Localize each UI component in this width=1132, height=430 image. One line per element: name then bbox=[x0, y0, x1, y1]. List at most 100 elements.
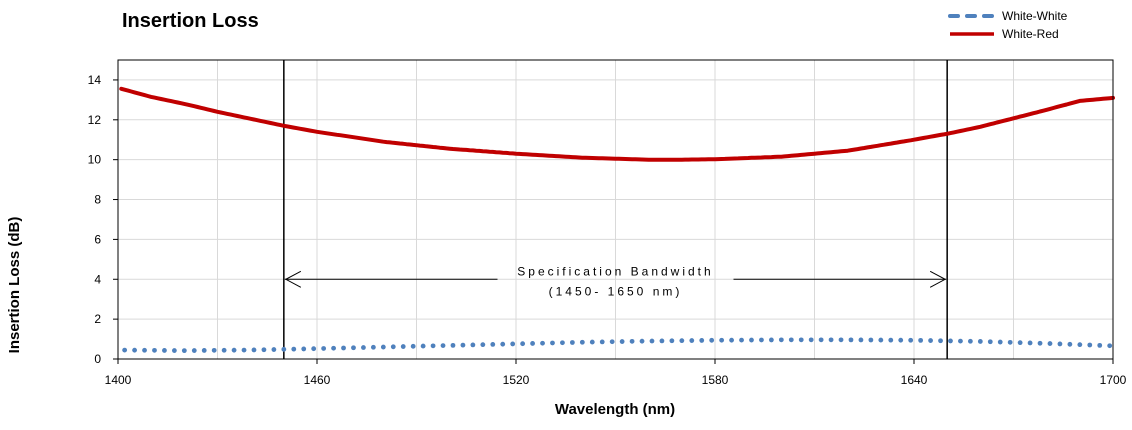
data-point bbox=[181, 348, 187, 354]
y-tick-label: 6 bbox=[94, 232, 101, 246]
legend-label-white-white: White-White bbox=[1002, 9, 1068, 23]
data-point bbox=[928, 338, 933, 343]
data-point bbox=[977, 339, 983, 344]
data-point bbox=[967, 338, 973, 344]
data-point bbox=[241, 347, 247, 353]
data-point bbox=[1017, 340, 1023, 346]
data-point bbox=[142, 347, 147, 353]
data-point bbox=[540, 340, 545, 346]
data-point bbox=[450, 342, 456, 348]
data-point bbox=[948, 338, 953, 344]
x-tick-label: 1460 bbox=[304, 373, 331, 387]
y-tick-label: 12 bbox=[88, 113, 102, 127]
data-point bbox=[380, 344, 386, 350]
data-point bbox=[271, 347, 277, 352]
data-point bbox=[1027, 340, 1033, 346]
y-tick-label: 8 bbox=[94, 193, 101, 207]
x-tick-label: 1520 bbox=[503, 373, 530, 387]
data-point bbox=[221, 347, 227, 353]
y-tick-label: 14 bbox=[88, 73, 102, 87]
data-point bbox=[171, 348, 177, 353]
data-point bbox=[390, 344, 396, 350]
y-axis-title: Insertion Loss (dB) bbox=[6, 217, 23, 354]
data-point bbox=[341, 345, 346, 351]
bandwidth-range-label: (1450- 1650 nm) bbox=[549, 284, 683, 298]
data-point bbox=[331, 345, 336, 351]
data-point bbox=[311, 346, 317, 352]
data-point bbox=[301, 346, 307, 352]
data-point bbox=[410, 343, 416, 349]
data-point bbox=[719, 337, 725, 343]
data-point bbox=[788, 337, 794, 343]
data-point bbox=[291, 346, 297, 352]
grid bbox=[118, 60, 1113, 359]
series-line-white-red bbox=[119, 86, 1115, 162]
data-point bbox=[759, 337, 764, 343]
data-point bbox=[987, 339, 993, 345]
data-point bbox=[211, 347, 217, 353]
data-point bbox=[768, 337, 774, 343]
data-point bbox=[888, 337, 894, 343]
axes bbox=[117, 59, 1114, 360]
data-point bbox=[1057, 341, 1063, 347]
data-point bbox=[201, 348, 207, 353]
y-tick-labels: 0 2 4 6 8 10 12 14 bbox=[88, 73, 118, 366]
data-point bbox=[1047, 341, 1053, 346]
data-point bbox=[619, 339, 625, 344]
data-point bbox=[500, 341, 506, 347]
data-point bbox=[520, 341, 526, 347]
data-point bbox=[251, 347, 257, 353]
data-point bbox=[898, 337, 904, 343]
data-point bbox=[639, 338, 645, 344]
y-tick-label: 10 bbox=[88, 153, 102, 167]
bandwidth-label: Specification Bandwidth bbox=[517, 264, 713, 278]
x-axis-title: Wavelength (nm) bbox=[555, 401, 675, 418]
data-point bbox=[569, 340, 575, 345]
data-point bbox=[918, 337, 924, 343]
data-point bbox=[659, 338, 665, 344]
data-point bbox=[828, 337, 834, 343]
data-point bbox=[729, 337, 734, 343]
data-point bbox=[281, 346, 287, 352]
data-point bbox=[589, 339, 595, 345]
data-point bbox=[1087, 342, 1093, 348]
data-point bbox=[709, 337, 715, 343]
data-point bbox=[818, 337, 824, 343]
data-point bbox=[430, 343, 436, 349]
x-tick-label: 1400 bbox=[105, 373, 132, 387]
plot-frame bbox=[117, 59, 1114, 360]
data-point bbox=[798, 337, 804, 343]
data-point bbox=[361, 345, 366, 350]
data-point bbox=[997, 339, 1003, 345]
y-tick-label: 4 bbox=[94, 272, 101, 286]
data-point bbox=[739, 337, 744, 343]
data-point bbox=[858, 337, 864, 343]
data-point bbox=[261, 347, 267, 353]
data-point bbox=[878, 337, 884, 343]
y-tick-label: 2 bbox=[94, 312, 101, 326]
data-point bbox=[400, 344, 406, 349]
data-point bbox=[808, 337, 814, 343]
data-point bbox=[470, 342, 476, 348]
data-point bbox=[609, 339, 615, 345]
data-point bbox=[351, 345, 356, 351]
data-point bbox=[530, 341, 535, 346]
data-point bbox=[162, 348, 167, 353]
data-point bbox=[1037, 340, 1043, 346]
data-point bbox=[510, 341, 516, 347]
data-point bbox=[440, 343, 446, 349]
data-point bbox=[132, 347, 137, 353]
specification-bandwidth-annotation: Specification Bandwidth (1450- 1650 nm) bbox=[283, 60, 948, 359]
data-point bbox=[868, 337, 874, 343]
chart-title: Insertion Loss bbox=[122, 10, 259, 32]
data-point bbox=[958, 338, 963, 344]
x-tick-labels: 1400 1460 1520 1580 1640 1700 bbox=[105, 359, 1127, 387]
data-point bbox=[1077, 342, 1083, 348]
bandwidth-arrowhead-left bbox=[284, 270, 302, 288]
data-point bbox=[599, 339, 605, 345]
data-point bbox=[938, 338, 943, 344]
series-white-white bbox=[122, 337, 1113, 354]
x-tick-label: 1640 bbox=[901, 373, 928, 387]
data-point bbox=[550, 340, 555, 346]
